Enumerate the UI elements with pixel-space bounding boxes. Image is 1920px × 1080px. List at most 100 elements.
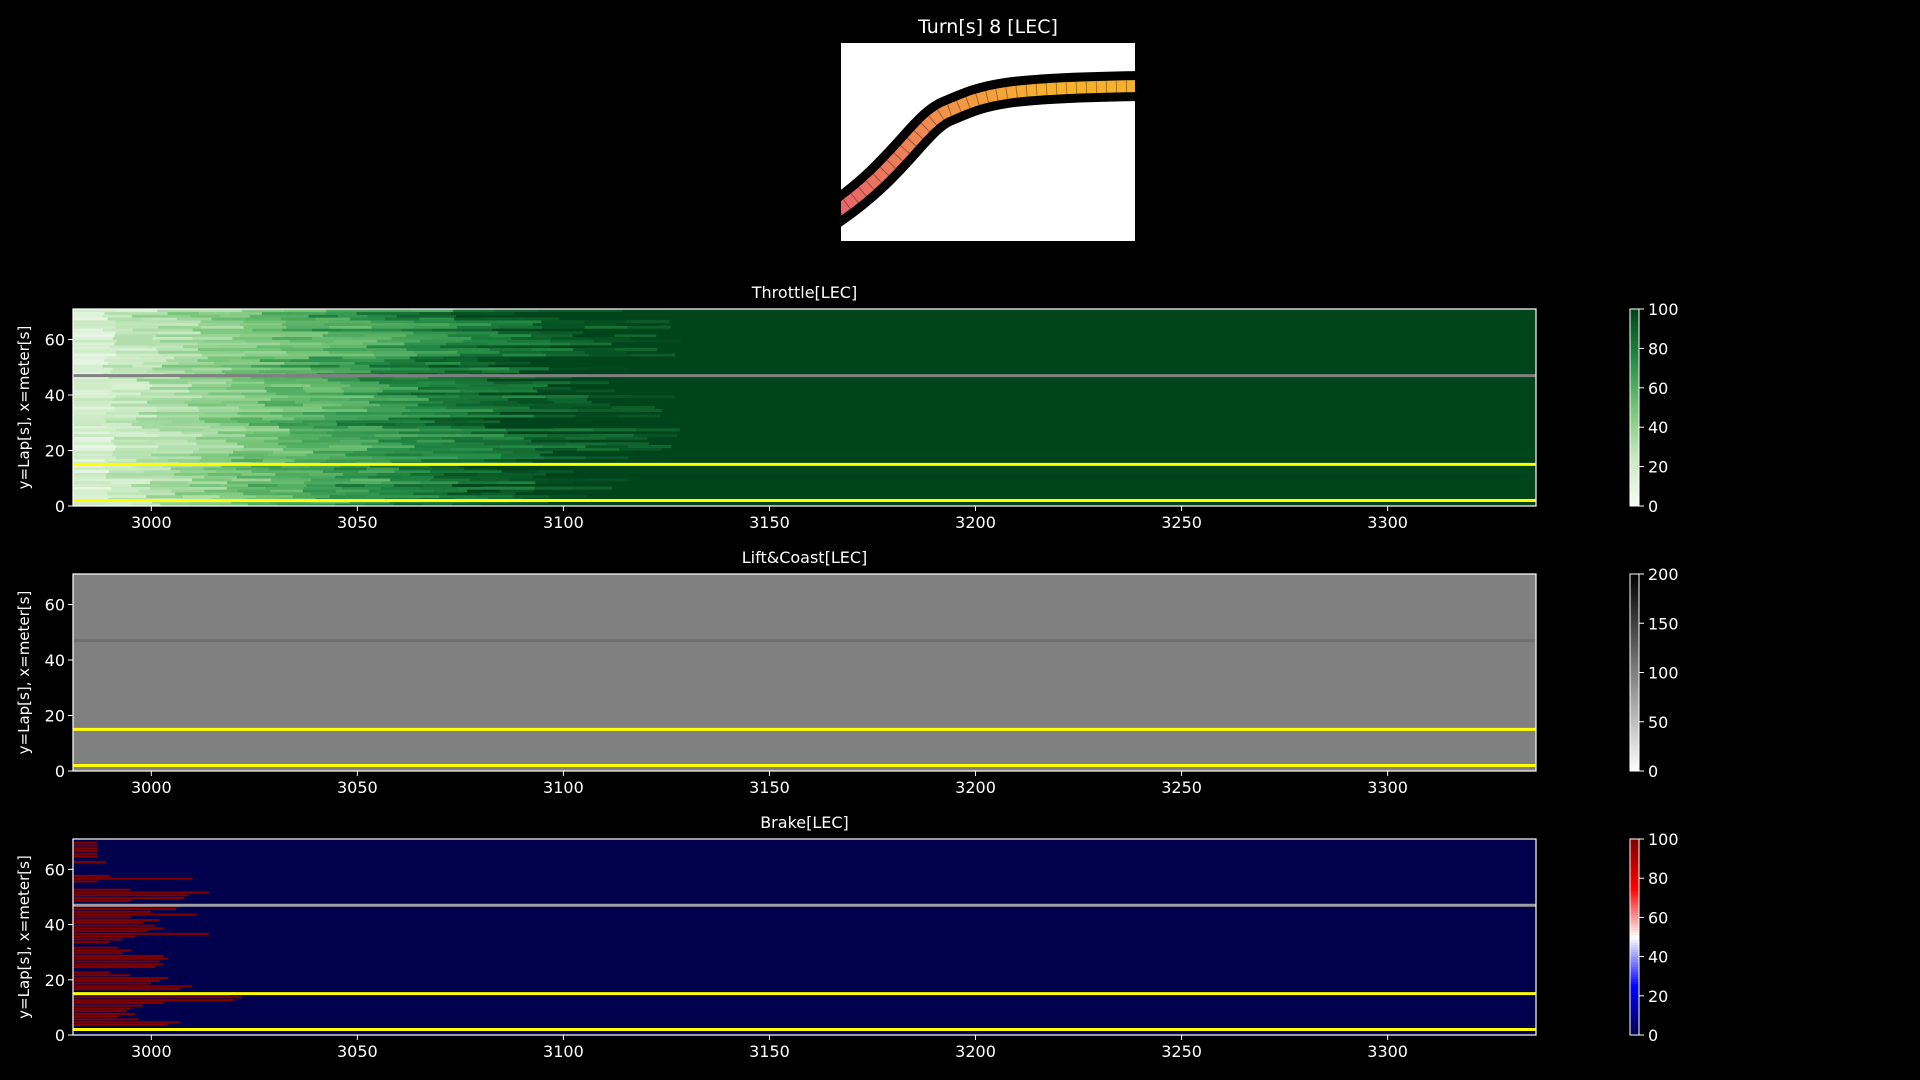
brake-run xyxy=(73,982,152,985)
heatmap-cell xyxy=(240,414,284,418)
heatmap-cell xyxy=(191,478,233,482)
heatmap-cell xyxy=(309,472,344,476)
heatmap-cell xyxy=(203,467,237,471)
heatmap-cell xyxy=(111,453,152,457)
heatmap-cell xyxy=(247,503,278,507)
heatmap-cell xyxy=(366,422,397,426)
heatmap-cell xyxy=(443,400,481,404)
heatmap-cell xyxy=(73,350,117,354)
colorbar-step xyxy=(1630,922,1639,926)
heatmap-cell xyxy=(399,464,430,468)
heatmap-cell xyxy=(280,464,312,468)
heatmap-cell xyxy=(455,381,495,385)
heatmap-cell xyxy=(417,433,462,437)
heatmap-cell xyxy=(307,422,338,426)
colorbar-step xyxy=(1630,738,1639,742)
heatmap-cell xyxy=(73,458,106,462)
heatmap-cell xyxy=(368,475,402,479)
heatmap-cell xyxy=(158,395,203,399)
heatmap-cell xyxy=(226,386,266,390)
colorbar-step xyxy=(1630,363,1639,367)
heatmap-cell xyxy=(456,350,501,354)
heatmap-cell xyxy=(332,428,377,432)
colorbar-step xyxy=(1630,638,1639,641)
heatmap-cell xyxy=(201,456,245,460)
heatmap-cell xyxy=(282,414,325,418)
heatmap-cell xyxy=(330,395,375,399)
heatmap-cell xyxy=(506,339,551,343)
colorbar-step xyxy=(1630,868,1639,872)
heatmap-cell xyxy=(111,403,151,407)
heatmap-cell xyxy=(451,408,494,412)
colorbar-step xyxy=(1630,756,1639,760)
heatmap-cell xyxy=(243,320,287,324)
heatmap-cell xyxy=(114,414,158,418)
colorbar-step xyxy=(1630,968,1639,972)
heatmap-cell xyxy=(73,422,103,426)
brake-run xyxy=(73,999,234,1002)
heatmap-cell xyxy=(262,458,296,462)
heatmap-cell xyxy=(73,500,114,504)
heatmap-cell xyxy=(289,428,334,432)
heatmap-cell xyxy=(484,458,517,462)
heatmap-cell xyxy=(266,389,306,393)
heatmap-cell xyxy=(73,322,116,326)
heatmap-cell xyxy=(455,314,486,318)
heatmap-cell xyxy=(168,378,202,382)
heatmap-cell xyxy=(488,317,524,321)
heatmap-cell xyxy=(197,406,240,410)
heatmap-cell xyxy=(303,386,342,390)
colorbar-step xyxy=(1630,888,1639,891)
colorbar-step xyxy=(1630,328,1639,332)
heatmap-cell xyxy=(590,433,634,437)
colorbar: 0 20 40 60 80 100 xyxy=(1629,300,1679,516)
colorbar-step xyxy=(1630,900,1639,904)
x-tick-label: 3200 xyxy=(955,1042,996,1061)
brake-run xyxy=(73,899,131,902)
colorbar-tick-label: 80 xyxy=(1648,339,1668,358)
heatmap-cell xyxy=(434,489,468,493)
brake-run xyxy=(73,965,156,969)
heatmap-cell xyxy=(401,442,444,446)
heatmap-cell xyxy=(244,425,280,429)
colorbar-step xyxy=(1630,976,1639,980)
heatmap-cell xyxy=(469,478,510,482)
heatmap-cell xyxy=(384,358,417,363)
heatmap-cell xyxy=(588,353,633,357)
heatmap-cell xyxy=(456,320,500,324)
heatmap-cell xyxy=(415,358,448,363)
heatmap-cell xyxy=(110,370,148,374)
heatmap-cell xyxy=(140,356,175,360)
heatmap-cell xyxy=(605,436,648,440)
heatmap-cell xyxy=(495,486,535,490)
heatmap-cell xyxy=(221,364,252,368)
colorbar-step xyxy=(1630,598,1639,602)
colorbar-step xyxy=(1630,734,1639,738)
heatmap-cell xyxy=(477,358,510,363)
heatmap-cell xyxy=(424,422,455,426)
colorbar-step xyxy=(1630,932,1639,936)
heatmap-cell xyxy=(429,478,471,482)
heatmap-cell xyxy=(537,309,581,313)
heatmap-cell xyxy=(281,347,324,351)
heatmap-cell xyxy=(333,339,378,343)
heatmap-cell xyxy=(535,375,572,379)
heatmap-cell xyxy=(73,397,114,401)
heatmap-cell xyxy=(167,417,200,421)
heatmap-cell xyxy=(585,456,630,460)
heatmap-cell xyxy=(73,450,114,454)
colorbar-step xyxy=(1630,934,1639,938)
heatmap-cell xyxy=(73,475,107,479)
colorbar-step xyxy=(1630,927,1639,931)
heatmap-cell xyxy=(340,381,380,385)
heatmap-cell xyxy=(633,433,678,437)
heatmap-cell xyxy=(367,408,410,412)
heatmap-cell xyxy=(403,345,441,349)
heatmap-cell xyxy=(390,367,431,371)
heatmap-cell xyxy=(577,408,620,412)
colorbar-step xyxy=(1630,583,1639,587)
heatmap-cell xyxy=(284,361,321,365)
heatmap-cell xyxy=(440,345,478,349)
heatmap-cell xyxy=(200,378,233,382)
heatmap-cell xyxy=(324,311,357,315)
